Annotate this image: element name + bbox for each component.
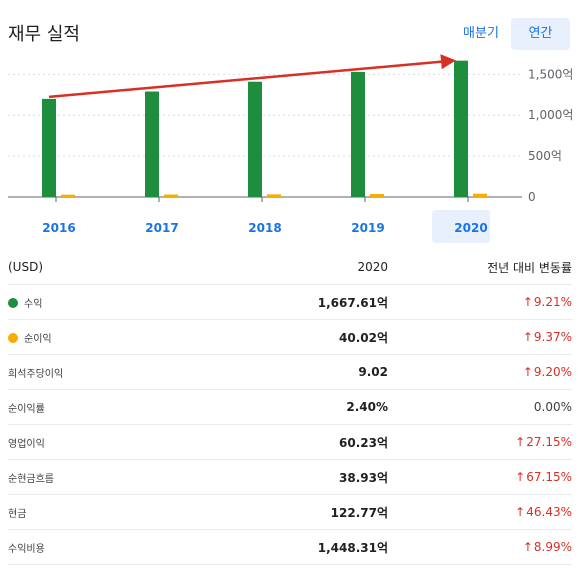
change-percent: 8.99% [533, 540, 572, 554]
metric-change: ↑9.20% [388, 354, 572, 390]
metric-cell: 수익 [8, 284, 258, 320]
year-header: 2020 [258, 250, 388, 285]
revenue-bar[interactable] [454, 60, 468, 197]
metric-value: 1,667.61억 [258, 284, 388, 320]
x-tick-label[interactable]: 2016 [42, 221, 75, 235]
change-percent: 9.21% [533, 295, 572, 309]
change-percent: 46.43% [526, 505, 572, 519]
metric-change: ↑46.43% [388, 494, 572, 530]
metric-value: 9.02 [258, 354, 388, 390]
table-row: 수익 1,667.61억 ↑9.21% [8, 284, 572, 320]
x-tick-label[interactable]: 2018 [248, 221, 281, 235]
net-income-bar[interactable] [267, 194, 281, 197]
up-arrow-icon: ↑ [515, 505, 526, 519]
table-row: 희석주당이익 9.02 ↑9.20% [8, 354, 572, 390]
metric-cell: 순이익률 [8, 389, 258, 425]
up-arrow-icon: ↑ [522, 330, 533, 344]
revenue-bar[interactable] [145, 91, 159, 197]
quarterly-button[interactable]: 매분기 [463, 26, 499, 41]
annual-button[interactable]: 연간 [511, 18, 570, 50]
metric-change: ↑9.21% [388, 284, 572, 320]
table-row: 순이익률 2.40% 0.00% [8, 389, 572, 425]
legend-dot-icon [8, 297, 18, 308]
x-tick-label[interactable]: 2020 [454, 221, 487, 235]
metric-cell: 순이익 [8, 319, 258, 355]
table-row: 수익비용 1,448.31억 ↑8.99% [8, 529, 572, 565]
change-percent: 0.00% [533, 400, 572, 414]
metric-value: 38.93억 [258, 459, 388, 495]
metric-change: 0.00% [388, 389, 572, 425]
metric-cell: 현금 [8, 494, 258, 530]
metric-value: 60.23억 [258, 424, 388, 460]
up-arrow-icon: ↑ [515, 470, 526, 484]
change-header: 전년 대비 변동률 [388, 250, 572, 285]
change-percent: 9.37% [533, 330, 572, 344]
metric-label: 수익 [24, 298, 43, 310]
metric-change: ↑27.15% [388, 424, 572, 460]
metric-label: 순이익 [24, 333, 52, 345]
metric-change: ↑8.99% [388, 529, 572, 565]
metric-value: 2.40% [258, 389, 388, 425]
financial-table: (USD) 2020 전년 대비 변동률 수익 1,667.61억 ↑9.21% 순이… [8, 250, 572, 565]
revenue-bar[interactable] [248, 81, 262, 197]
change-percent: 9.20% [533, 365, 572, 379]
metric-value: 1,448.31억 [258, 529, 388, 565]
metric-cell: 순현금흐름 [8, 459, 258, 495]
metric-cell: 영업이익 [8, 424, 258, 460]
selected-year-highlight [432, 210, 490, 243]
metric-label: 희석주당이익 [8, 368, 64, 380]
net-income-bar[interactable] [473, 193, 487, 197]
page-title: 재무 실적 [8, 24, 80, 45]
up-arrow-icon: ↑ [522, 295, 533, 309]
metric-label: 순현금흐름 [8, 473, 54, 485]
up-arrow-icon: ↑ [515, 435, 526, 449]
revenue-bar[interactable] [351, 71, 365, 197]
metric-cell: 수익비용 [8, 529, 258, 565]
y-tick-label: 1,500억 [528, 67, 573, 81]
y-tick-label: 500억 [528, 149, 562, 163]
revenue-bar[interactable] [42, 98, 56, 197]
table-row: 순현금흐름 38.93억 ↑67.15% [8, 459, 572, 495]
table-row: 현금 122.77억 ↑46.43% [8, 494, 572, 530]
net-income-bar[interactable] [370, 194, 384, 197]
change-percent: 67.15% [526, 470, 572, 484]
legend-dot-icon [8, 332, 18, 343]
table-row: 순이익 40.02억 ↑9.37% [8, 319, 572, 355]
metric-value: 122.77억 [258, 494, 388, 530]
metric-value: 40.02억 [258, 319, 388, 355]
metric-label: 수익비용 [8, 543, 45, 555]
currency-header: (USD) [8, 250, 258, 285]
metric-label: 영업이익 [8, 438, 45, 450]
metric-cell: 희석주당이익 [8, 354, 258, 390]
y-tick-label: 0 [528, 190, 536, 204]
x-tick-label[interactable]: 2019 [351, 221, 384, 235]
financial-bar-chart: 0 500억 1,000억 1,500억 2016 2017 2018 2019 2020 [8, 54, 573, 243]
up-arrow-icon: ↑ [522, 365, 533, 379]
table-header-row: (USD) 2020 전년 대비 변동률 [8, 250, 572, 285]
metric-change: ↑67.15% [388, 459, 572, 495]
net-income-bar[interactable] [164, 194, 178, 197]
up-arrow-icon: ↑ [522, 540, 533, 554]
trend-arrow [48, 54, 456, 99]
change-percent: 27.15% [526, 435, 572, 449]
metric-label: 현금 [8, 508, 27, 520]
table-row: 영업이익 60.23억 ↑27.15% [8, 424, 572, 460]
x-tick-label[interactable]: 2017 [145, 221, 178, 235]
y-tick-label: 1,000억 [528, 108, 573, 122]
net-income-bar[interactable] [61, 194, 75, 197]
metric-label: 순이익률 [8, 403, 45, 415]
metric-change: ↑9.37% [388, 319, 572, 355]
